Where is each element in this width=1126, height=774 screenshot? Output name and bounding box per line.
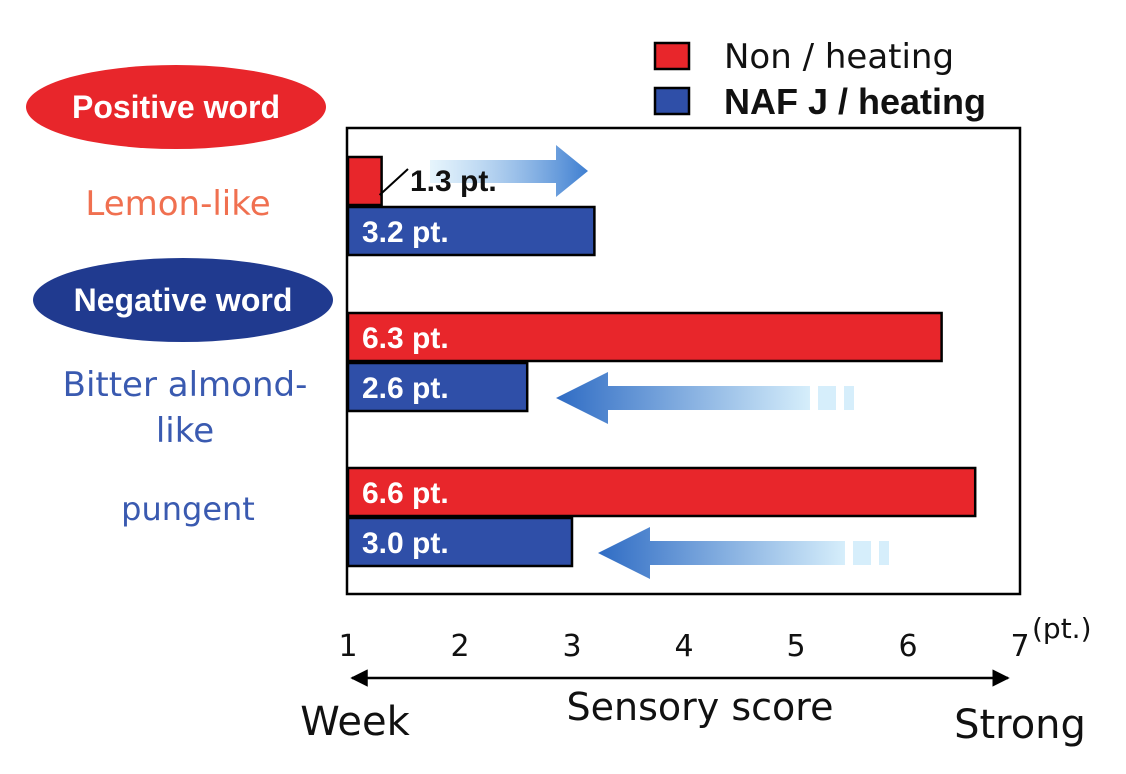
legend-swatch-naf-j-heating <box>653 86 691 116</box>
data-label-naf-j-heating-pungent: 3.0 pt. <box>362 527 449 560</box>
bar-naf-j-heating-pungent <box>346 516 574 568</box>
x-axis-label: Sensory score <box>567 685 834 729</box>
svg-text:Positive word: Positive word <box>72 89 280 125</box>
legend: Non / heating NAF J / heating <box>653 37 986 122</box>
data-label-naf-j-heating-lemon-like: 3.2 pt. <box>362 216 449 249</box>
bar-naf-j-heating-bitter-almond-like <box>346 361 529 413</box>
x-tick-label-5: 5 <box>786 629 805 664</box>
bar-naf-j-heating-lemon-like <box>346 205 596 257</box>
data-label-leader-lemon-like <box>378 168 409 196</box>
bars-layer <box>346 155 977 568</box>
bar-non-heating-pungent <box>346 466 977 518</box>
data-label-non-heating-bitter-almond-like: 6.3 pt. <box>362 322 449 355</box>
category-label-bitter-almond-like: Bitter almond-like <box>63 365 308 451</box>
change-arrow-lemon-like <box>430 145 588 197</box>
group-heading-negative-word: Negative word <box>33 258 333 342</box>
category-label-pungent: pungent <box>121 490 255 528</box>
change-arrow-bitter-almond-like <box>556 372 854 424</box>
data-label-non-heating-lemon-like: 1.3 pt. <box>410 165 497 198</box>
group-heading-positive-word: Positive word <box>26 65 326 149</box>
legend-label-naf-j-heating: NAF J / heating <box>724 81 986 122</box>
x-tick-label-7: 7 <box>1010 629 1029 664</box>
x-tick-label-4: 4 <box>674 629 693 664</box>
data-label-non-heating-pungent: 6.6 pt. <box>362 477 449 510</box>
x-axis: (pt.) Sensory score Week Strong 1 2 3 4 5 6 7 <box>300 612 1091 748</box>
legend-swatch-non-heating <box>653 41 691 71</box>
change-arrow-pungent <box>598 527 889 579</box>
bar-non-heating-lemon-like <box>346 155 383 207</box>
svg-text:Negative word: Negative word <box>74 282 293 318</box>
data-label-naf-j-heating-bitter-almond-like: 2.6 pt. <box>362 372 449 405</box>
x-axis-min-label: Week <box>300 699 410 745</box>
x-tick-label-1: 1 <box>338 629 357 664</box>
x-tick-label-2: 2 <box>450 629 469 664</box>
legend-label-non-heating: Non / heating <box>724 37 954 77</box>
bar-non-heating-bitter-almond-like <box>346 311 943 363</box>
category-labels: Positive word Lemon-like Negative word Bitt… <box>26 65 333 528</box>
category-label-lemon-like: Lemon-like <box>85 184 270 224</box>
x-tick-label-3: 3 <box>562 629 581 664</box>
arrows-layer <box>430 145 889 579</box>
x-axis-unit: (pt.) <box>1032 612 1092 645</box>
labels-layer: 1.3 pt. 3.2 pt. 6.3 pt. 2.6 pt. 6.6 pt. 3.0 p… <box>362 165 497 560</box>
x-tick-label-6: 6 <box>898 629 917 664</box>
x-axis-max-label: Strong <box>954 702 1086 748</box>
